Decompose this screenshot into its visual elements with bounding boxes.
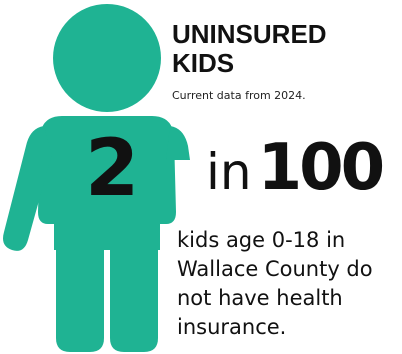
ratio-denominator: 100 — [257, 131, 386, 205]
title-line-2: KIDS — [172, 48, 235, 78]
ratio-connector: in — [206, 143, 252, 201]
description-text: kids age 0-18 in Wallace County do not h… — [177, 228, 373, 339]
child-figure-icon — [0, 0, 190, 354]
title-line-1: UNINSURED — [172, 19, 327, 49]
page-title: UNINSURED KIDS — [172, 20, 327, 78]
numerator-figure: 2 — [85, 124, 139, 214]
data-year-note: Current data from 2024. — [172, 89, 306, 102]
ratio-statement: in100 — [206, 136, 385, 201]
